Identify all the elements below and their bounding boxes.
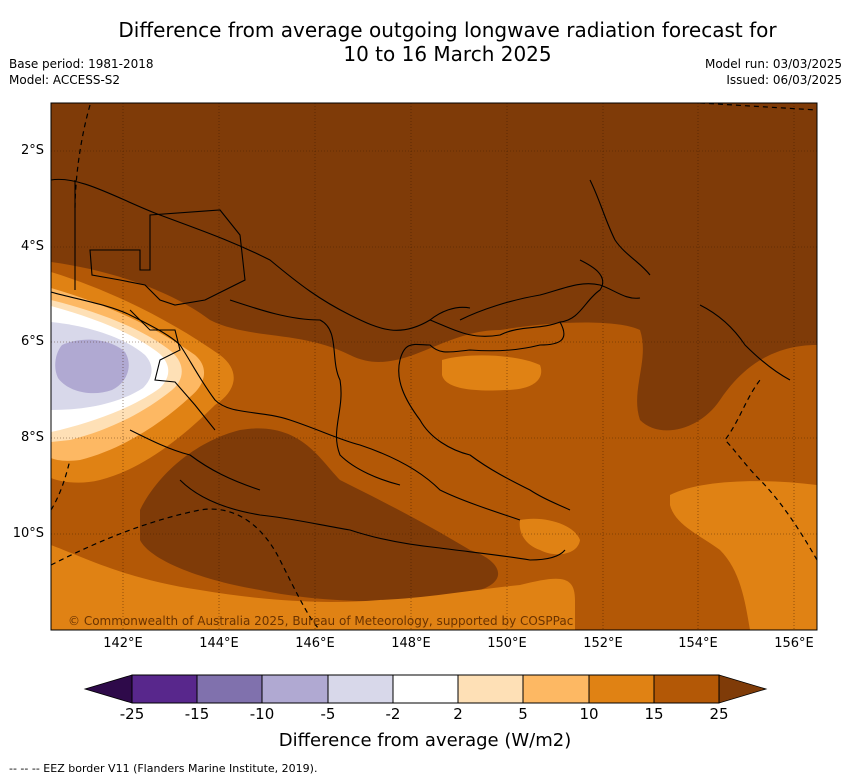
field-patch-southwest — [51, 545, 575, 630]
meta-right: Model run: 03/03/2025 Issued: 06/03/2025 — [705, 56, 842, 88]
colorbar-bin-6 — [458, 675, 523, 703]
field-patch-louisiade — [519, 518, 580, 555]
lon-tick-152e: 152°E — [583, 636, 623, 651]
lon-tick-154e: 154°E — [678, 636, 718, 651]
colorbar-bin-1 — [132, 675, 197, 703]
colorbar-label-15: 15 — [644, 705, 664, 723]
colorbar-bin-3 — [262, 675, 328, 703]
colorbar-extend-high — [718, 674, 768, 704]
anomaly-field — [51, 103, 817, 630]
lat-tick-6s: 6°S — [20, 334, 44, 349]
lat-tick-2s: 2°S — [20, 143, 44, 158]
field-patch-solomon — [442, 355, 542, 391]
lon-tick-142e: 142°E — [103, 636, 143, 651]
model-text: Model: ACCESS-S2 — [9, 73, 121, 87]
eez-borders — [51, 103, 817, 630]
colorbar-label-5: 5 — [518, 705, 528, 723]
colorbar-label-2: 2 — [453, 705, 463, 723]
title-line-2: 10 to 16 March 2025 — [343, 42, 552, 66]
colorbar-extend-low — [83, 674, 133, 704]
map-frame — [50, 102, 818, 631]
colorbar-bin-4 — [328, 675, 393, 703]
colorbar-title: Difference from average (W/m2) — [278, 730, 572, 751]
base-period-text: Base period: 1981-2018 — [9, 57, 154, 71]
colorbar-bin-2 — [197, 675, 262, 703]
lat-tick-4s: 4°S — [20, 239, 44, 254]
colorbar-bin-8 — [589, 675, 654, 703]
field-patch-east — [670, 481, 817, 630]
eez-legend-note: -- -- -- EEZ border V11 (Flanders Marine… — [9, 762, 318, 775]
lon-tick-144e: 144°E — [199, 636, 239, 651]
map-title: Difference from average outgoing longwav… — [0, 18, 850, 66]
colorbar-label-neg25: -25 — [119, 705, 145, 723]
colorbar-outline — [131, 674, 720, 704]
colorbar-label-neg15: -15 — [184, 705, 210, 723]
title-line-1: Difference from average outgoing longwav… — [118, 18, 777, 42]
field-blob-south — [140, 428, 499, 602]
lon-tick-148e: 148°E — [391, 636, 431, 651]
issued-text: Issued: 06/03/2025 — [726, 73, 842, 87]
colorbar-bin-9 — [654, 675, 719, 703]
lon-tick-150e: 150°E — [487, 636, 527, 651]
colorbar — [83, 674, 768, 704]
colorbar-label-10: 10 — [579, 705, 599, 723]
colorbar-bin-5 — [393, 675, 458, 703]
lat-tick-8s: 8°S — [20, 430, 44, 445]
meta-left: Base period: 1981-2018 Model: ACCESS-S2 — [9, 56, 154, 88]
lat-tick-10s: 10°S — [12, 526, 44, 541]
lon-tick-156e: 156°E — [774, 636, 814, 651]
copyright-text: © Commonwealth of Australia 2025, Bureau… — [68, 614, 574, 628]
lon-tick-146e: 146°E — [295, 636, 335, 651]
graticule — [51, 103, 817, 630]
model-run-text: Model run: 03/03/2025 — [704, 57, 842, 71]
colorbar-label-neg5: -5 — [320, 705, 336, 723]
colorbar-label-neg2: -2 — [385, 705, 401, 723]
colorbar-label-neg10: -10 — [249, 705, 275, 723]
colorbar-label-25: 25 — [709, 705, 729, 723]
field-neg-5-10 — [55, 339, 129, 394]
colorbar-bin-7 — [523, 675, 589, 703]
